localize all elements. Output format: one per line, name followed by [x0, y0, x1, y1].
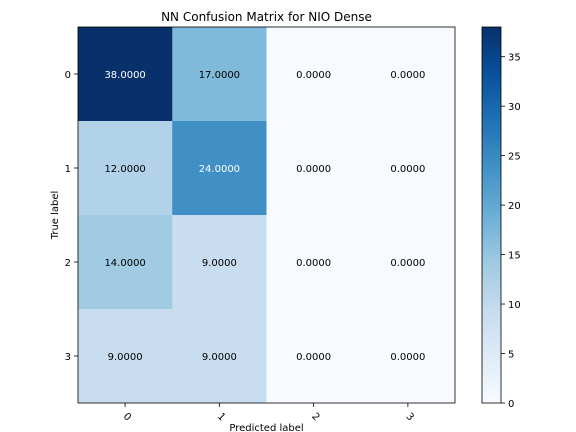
heatmap-cell	[172, 27, 267, 122]
colorbar-tick-label: 35	[508, 53, 521, 64]
colorbar-tick-label: 25	[508, 152, 521, 163]
heatmap-cell-labels: 38.0000 17.0000 0.0000 0.0000 12.0000 24.0000…	[104, 70, 425, 363]
heatmap-cell	[360, 309, 456, 404]
heatmap-cell	[266, 121, 362, 216]
colorbar-tick-label: 0	[508, 399, 514, 410]
heatmap-cell	[266, 27, 362, 122]
x-tick-label: 1	[215, 411, 227, 423]
heatmap-cell	[78, 215, 173, 310]
heatmap-cells	[78, 27, 456, 404]
cell-value-label: 17.0000	[199, 70, 240, 81]
axes-frame	[77, 26, 456, 404]
colorbar	[481, 26, 502, 404]
cell-value-label: 0.0000	[390, 258, 425, 269]
heatmap-cell	[360, 27, 456, 122]
colorbar-tick-label: 15	[508, 251, 521, 262]
cell-value-label: 9.0000	[108, 352, 143, 363]
cell-value-label: 0.0000	[296, 352, 331, 363]
heatmap-cell	[78, 309, 173, 404]
heatmap-cell	[172, 121, 267, 216]
cell-value-label: 0.0000	[296, 258, 331, 269]
y-axis-ticks: 0 1 2 3	[65, 70, 78, 363]
heatmap-cell	[266, 309, 362, 404]
cell-value-label: 24.0000	[199, 164, 240, 175]
cell-value-label: 0.0000	[296, 164, 331, 175]
heatmap-cell	[266, 215, 362, 310]
cell-value-label: 0.0000	[390, 352, 425, 363]
cell-value-label: 0.0000	[390, 164, 425, 175]
x-axis-label: Predicted label	[229, 423, 303, 432]
cell-value-label: 0.0000	[296, 70, 331, 81]
cell-value-label: 0.0000	[390, 70, 425, 81]
heatmap-cell	[360, 215, 456, 310]
colorbar-tick-label: 30	[508, 102, 521, 113]
cell-value-label: 38.0000	[104, 70, 145, 81]
heatmap-cell	[78, 27, 173, 122]
y-tick-label: 1	[65, 164, 71, 175]
cell-value-label: 9.0000	[202, 352, 237, 363]
cell-value-label: 14.0000	[104, 258, 145, 269]
y-tick-label: 0	[65, 70, 71, 81]
y-tick-label: 2	[65, 258, 71, 269]
cell-value-label: 9.0000	[202, 258, 237, 269]
colorbar-tick-label: 20	[508, 201, 521, 212]
x-tick-label: 0	[121, 411, 133, 423]
colorbar-tick-label: 10	[508, 300, 521, 311]
y-axis-label: True label	[50, 191, 61, 241]
chart-title: NN Confusion Matrix for NIO Dense	[161, 10, 372, 24]
heatmap-cell	[172, 309, 267, 404]
heatmap-cell	[360, 121, 456, 216]
x-axis-ticks: 0 1 2 3	[121, 403, 416, 423]
heatmap-cell	[172, 215, 267, 310]
colorbar-tick-label: 5	[508, 350, 514, 361]
x-tick-label: 3	[403, 411, 415, 423]
y-tick-label: 3	[65, 352, 71, 363]
x-tick-label: 2	[309, 411, 321, 423]
heatmap-cell	[78, 121, 173, 216]
cell-value-label: 12.0000	[104, 164, 145, 175]
colorbar-ticks: 0 5 10 15 20 25 30 35	[501, 53, 521, 410]
